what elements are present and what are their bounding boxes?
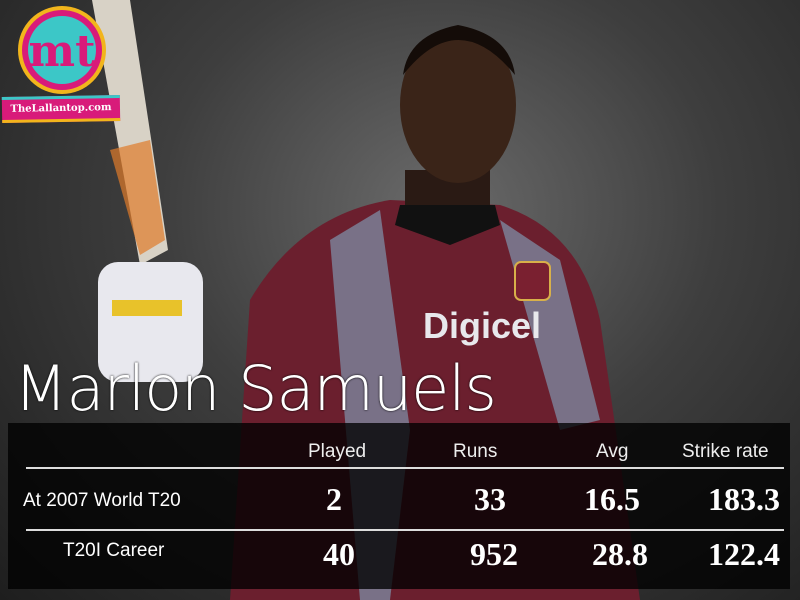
svg-text:mt: mt: [29, 26, 97, 77]
header-runs: Runs: [453, 441, 498, 462]
divider: [26, 467, 784, 469]
row2-avg: 28.8: [592, 536, 648, 572]
player-head: [400, 27, 516, 183]
jersey-sponsor: Digicel: [423, 305, 541, 346]
row1-runs: 33: [474, 481, 506, 517]
header-strike-rate: Strike rate: [682, 441, 769, 462]
row1-played: 2: [326, 481, 342, 517]
stats-table: Played Runs Avg Strike rate At 2007 Worl…: [8, 423, 790, 589]
header-avg: Avg: [596, 441, 629, 462]
logo-site-text: TheLallantop.com: [1, 94, 121, 124]
player-name: Marlon Samuels: [14, 352, 497, 425]
divider: [26, 529, 784, 531]
lallantop-logo: mt TheLallantop.com: [0, 0, 130, 125]
row2-runs: 952: [470, 536, 518, 572]
row1-strike-rate: 183.3: [708, 481, 780, 517]
row-label-t20i-career: T20I Career: [63, 540, 165, 561]
header-played: Played: [308, 441, 367, 462]
row1-avg: 16.5: [584, 481, 640, 517]
batting-glove: [98, 262, 203, 382]
row2-played: 40: [323, 536, 355, 572]
row-label-2007-world-t20: At 2007 World T20: [23, 490, 181, 511]
row2-strike-rate: 122.4: [708, 536, 780, 572]
